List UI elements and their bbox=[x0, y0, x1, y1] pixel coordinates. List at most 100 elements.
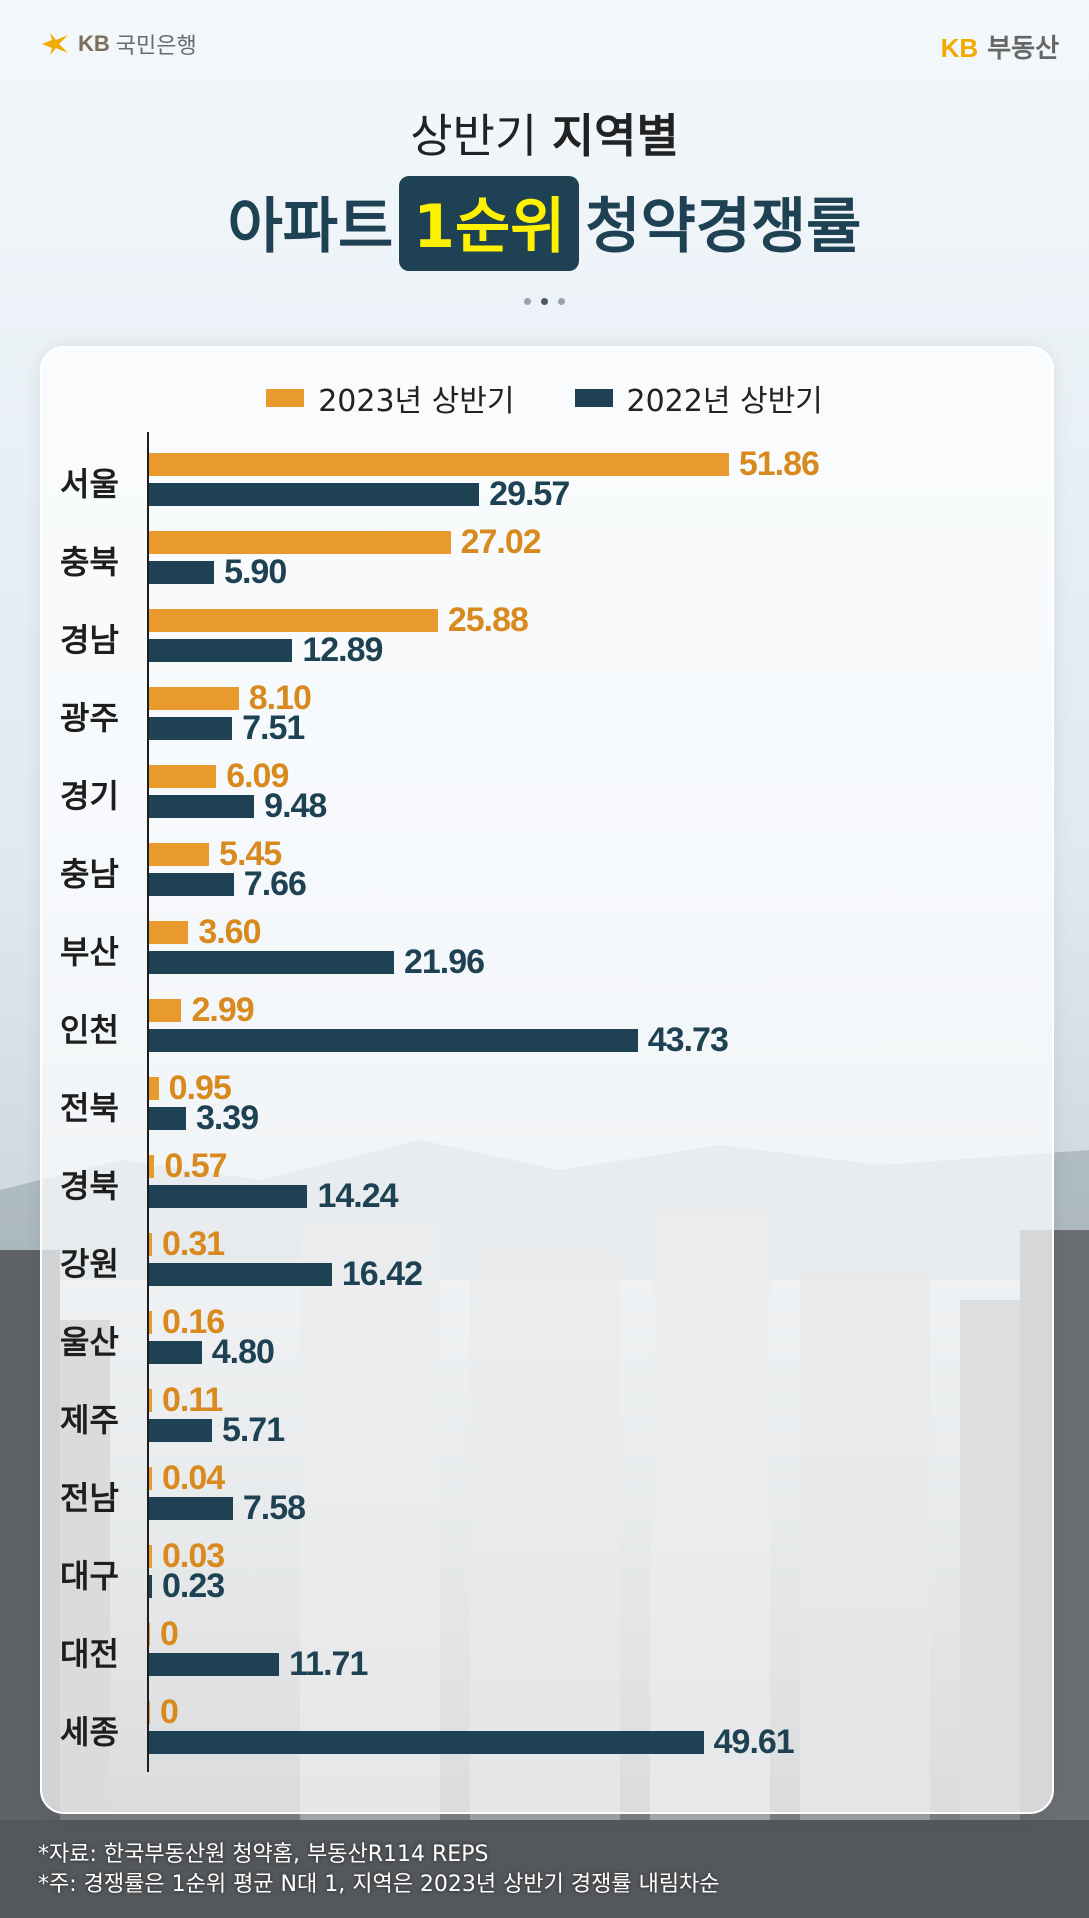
bar-2022 bbox=[148, 1185, 308, 1208]
bar-2023 bbox=[148, 609, 438, 632]
chart-panel bbox=[40, 346, 1054, 1814]
bar-2023 bbox=[148, 999, 182, 1022]
category-label: 경북 bbox=[60, 1167, 119, 1205]
realty-name: 부동산 bbox=[987, 34, 1059, 64]
page-indicator bbox=[0, 290, 1089, 309]
value-label-2023: 0.04 bbox=[162, 1459, 225, 1497]
value-label-2022: 7.66 bbox=[243, 865, 307, 903]
bar-2022 bbox=[148, 1029, 638, 1052]
bar-2022 bbox=[148, 561, 215, 584]
value-label-2023: 8.10 bbox=[248, 679, 312, 717]
value-label-2023: 51.86 bbox=[738, 445, 820, 483]
value-label-2023: 0 bbox=[160, 1615, 179, 1653]
bar-2022 bbox=[148, 1653, 280, 1676]
footnote-source: *자료: 한국부동산원 청약홈, 부동산R114 REPS bbox=[38, 1842, 489, 1867]
kb-realty-logo: KB 부동산 bbox=[941, 28, 1059, 65]
value-label-2023: 0.03 bbox=[162, 1537, 225, 1575]
bar-2022 bbox=[148, 1341, 202, 1364]
category-label: 충북 bbox=[60, 543, 119, 581]
legend-item-2023: 2023년 상반기 bbox=[266, 376, 515, 420]
bar-2023 bbox=[148, 765, 217, 788]
title-post: 청약경쟁률 bbox=[585, 192, 862, 262]
bar-2023 bbox=[148, 1545, 152, 1568]
bar-2023 bbox=[148, 1155, 155, 1178]
category-label: 전남 bbox=[60, 1479, 119, 1517]
value-label-2022: 7.58 bbox=[242, 1489, 306, 1527]
page-dot bbox=[558, 298, 565, 305]
bar-2023 bbox=[148, 531, 451, 554]
footnote-note: *주: 경쟁률은 1순위 평균 N대 1, 지역은 2023년 상반기 경쟁률 … bbox=[38, 1872, 720, 1897]
title-pre: 아파트 bbox=[227, 192, 394, 262]
value-label-2023: 25.88 bbox=[447, 601, 529, 639]
kb-star-icon bbox=[42, 33, 68, 55]
value-label-2022: 12.89 bbox=[302, 631, 383, 669]
legend-item-2022: 2022년 상반기 bbox=[574, 376, 823, 420]
value-label-2022: 5.90 bbox=[224, 553, 287, 591]
bar-2022 bbox=[148, 1419, 212, 1442]
bar-2022 bbox=[148, 483, 480, 506]
bar-2022 bbox=[148, 795, 255, 818]
value-label-2023: 0.31 bbox=[162, 1225, 225, 1263]
chart-legend: 2023년 상반기 2022년 상반기 bbox=[0, 376, 1089, 420]
bar-2023 bbox=[148, 1233, 152, 1256]
page-title-line2: 아파트 1순위 청약경쟁률 bbox=[0, 176, 1089, 271]
value-label-2022: 4.80 bbox=[211, 1333, 275, 1371]
category-label: 세종 bbox=[60, 1713, 119, 1751]
bar-2023 bbox=[148, 1701, 150, 1724]
bar-2023 bbox=[148, 1389, 152, 1412]
value-label-2022: 43.73 bbox=[647, 1021, 729, 1059]
category-label: 전북 bbox=[60, 1089, 119, 1127]
bar-2023 bbox=[148, 453, 729, 476]
value-label-2022: 9.48 bbox=[264, 787, 327, 825]
category-label: 서울 bbox=[60, 465, 119, 503]
value-label-2022: 49.61 bbox=[713, 1723, 795, 1761]
category-label: 대구 bbox=[60, 1557, 119, 1595]
category-label: 광주 bbox=[60, 699, 119, 737]
category-label: 인천 bbox=[60, 1011, 119, 1049]
category-label: 대전 bbox=[60, 1635, 119, 1673]
category-label: 경기 bbox=[60, 777, 119, 815]
category-label: 제주 bbox=[60, 1401, 119, 1439]
page-dot bbox=[524, 298, 531, 305]
kb-bank-mark: KB bbox=[78, 31, 110, 56]
value-label-2022: 29.57 bbox=[489, 475, 570, 513]
value-label-2022: 16.42 bbox=[341, 1255, 423, 1293]
title-highlight: 1순위 bbox=[399, 176, 580, 271]
title-bold: 지역별 bbox=[551, 109, 679, 163]
legend-swatch-2023 bbox=[266, 389, 305, 407]
value-label-2022: 11.71 bbox=[289, 1645, 368, 1683]
title-regular: 상반기 bbox=[410, 109, 538, 163]
value-label-2023: 0.16 bbox=[162, 1303, 225, 1341]
category-label: 강원 bbox=[60, 1245, 119, 1283]
bar-2023 bbox=[148, 843, 210, 866]
kb-realty-mark: KB bbox=[940, 33, 979, 63]
bank-name: 국민은행 bbox=[115, 34, 197, 59]
bar-2022 bbox=[148, 1575, 152, 1598]
bar-2022 bbox=[148, 1107, 186, 1130]
bar-2022 bbox=[148, 639, 293, 662]
bar-2023 bbox=[148, 1623, 150, 1646]
value-label-2023: 0.11 bbox=[162, 1381, 223, 1419]
kb-bank-logo: KB 국민은행 bbox=[38, 28, 197, 60]
bar-2023 bbox=[148, 921, 189, 944]
value-label-2023: 27.02 bbox=[460, 523, 542, 561]
page-dot-active bbox=[541, 298, 548, 305]
value-label-2022: 3.39 bbox=[195, 1099, 259, 1137]
value-label-2023: 2.99 bbox=[191, 991, 254, 1029]
value-label-2023: 6.09 bbox=[226, 757, 289, 795]
y-axis-line bbox=[147, 432, 149, 1772]
legend-swatch-2022 bbox=[574, 389, 613, 407]
bar-2023 bbox=[148, 1077, 159, 1100]
value-label-2022: 21.96 bbox=[403, 943, 485, 981]
value-label-2022: 7.51 bbox=[242, 709, 305, 747]
bar-2023 bbox=[148, 1311, 152, 1334]
value-label-2023: 0.57 bbox=[164, 1147, 227, 1185]
bar-2022 bbox=[148, 1497, 233, 1520]
bar-2022 bbox=[148, 1263, 332, 1286]
category-label: 울산 bbox=[60, 1323, 119, 1361]
value-label-2023: 0.95 bbox=[168, 1069, 232, 1107]
value-label-2023: 0 bbox=[160, 1693, 179, 1731]
category-label: 경남 bbox=[60, 621, 119, 659]
category-label: 부산 bbox=[60, 933, 119, 971]
legend-label-2022: 2022년 상반기 bbox=[626, 384, 823, 419]
